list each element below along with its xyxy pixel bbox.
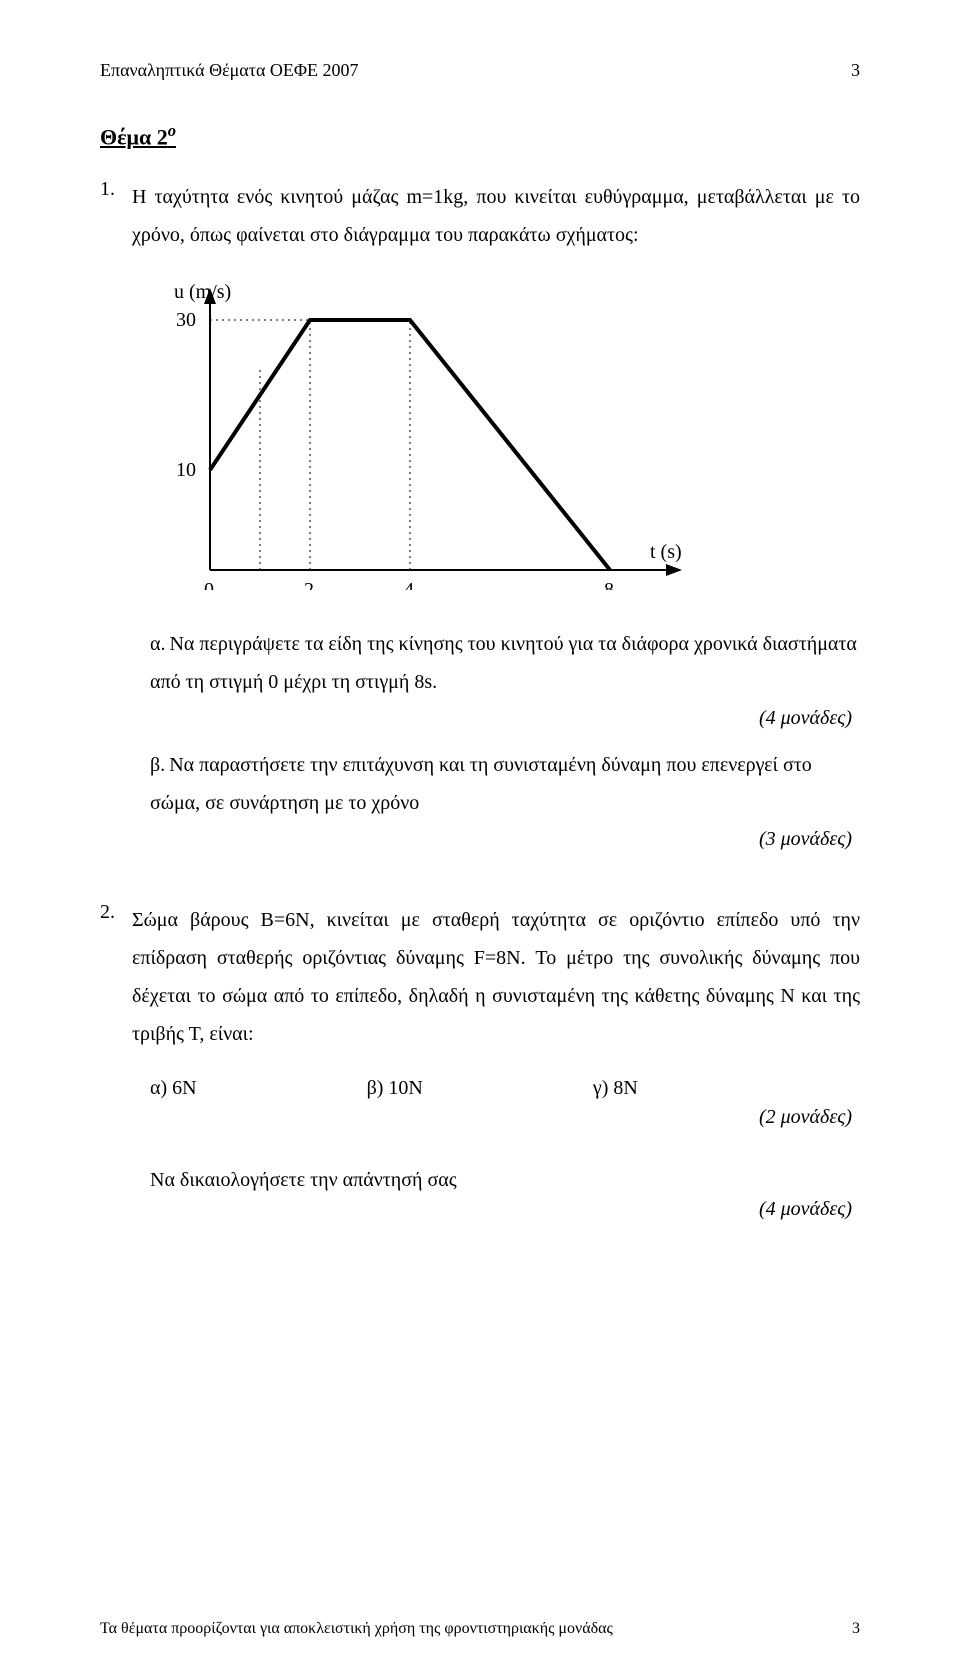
svg-text:10: 10 <box>176 459 196 481</box>
question-1: 1. Η ταχύτητα ενός κινητού μάζας m=1kg, … <box>100 178 860 851</box>
sub-b-text: Να παραστήσετε την επιτάχυνση και τη συν… <box>150 754 812 814</box>
q2-answers: α) 6Ν β) 10Ν γ) 8Ν <box>150 1077 860 1100</box>
svg-text:4: 4 <box>404 579 414 590</box>
question-2: 2. Σώμα βάρους B=6N, κινείται με σταθερή… <box>100 901 860 1221</box>
svg-text:8: 8 <box>604 579 614 590</box>
svg-text:30: 30 <box>176 309 196 331</box>
sub-b-label: β. <box>150 754 165 776</box>
q2-justify: Να δικαιολογήσετε την απάντησή σας <box>150 1169 860 1192</box>
svg-text:0: 0 <box>204 579 214 590</box>
q1-number: 1. <box>100 178 132 201</box>
svg-text:2: 2 <box>304 579 314 590</box>
section-title: Θέμα 2ο <box>100 121 860 150</box>
q1-text: Η ταχύτητα ενός κινητού μάζας m=1kg, που… <box>132 178 860 254</box>
svg-text:u (m/s): u (m/s) <box>174 281 231 303</box>
page-number-top: 3 <box>851 60 860 81</box>
footer: Τα θέματα προορίζονται για αποκλειστική … <box>100 1620 860 1638</box>
velocity-time-graph: 30 10 0 2 4 8 u (m/s) t (s) <box>90 280 860 595</box>
q1-sub-b: β. Να παραστήσετε την επιτάχυνση και τη … <box>150 746 860 851</box>
footer-left: Τα θέματα προορίζονται για αποκλειστική … <box>100 1620 613 1638</box>
sub-a-points: (4 μονάδες) <box>150 707 852 730</box>
ans-a: α) 6Ν <box>150 1077 197 1100</box>
q2-number: 2. <box>100 901 132 924</box>
sub-a-text: Να περιγράψετε τα είδη της κίνησης του κ… <box>150 633 857 693</box>
q1-sub-a: α. Να περιγράψετε τα είδη της κίνησης το… <box>150 625 860 730</box>
q2-points-2: (4 μονάδες) <box>100 1198 852 1221</box>
sub-a-label: α. <box>150 633 165 655</box>
sub-b-points: (3 μονάδες) <box>150 828 852 851</box>
page-number-bottom: 3 <box>852 1620 860 1638</box>
q2-text: Σώμα βάρους B=6N, κινείται με σταθερή τα… <box>132 901 860 1053</box>
q2-points-1: (2 μονάδες) <box>100 1106 852 1129</box>
ans-c: γ) 8Ν <box>593 1077 638 1100</box>
svg-text:t (s): t (s) <box>650 541 682 563</box>
ans-b: β) 10Ν <box>367 1077 423 1100</box>
header-left: Επαναληπτικά Θέματα ΟΕΦΕ 2007 <box>100 60 359 81</box>
